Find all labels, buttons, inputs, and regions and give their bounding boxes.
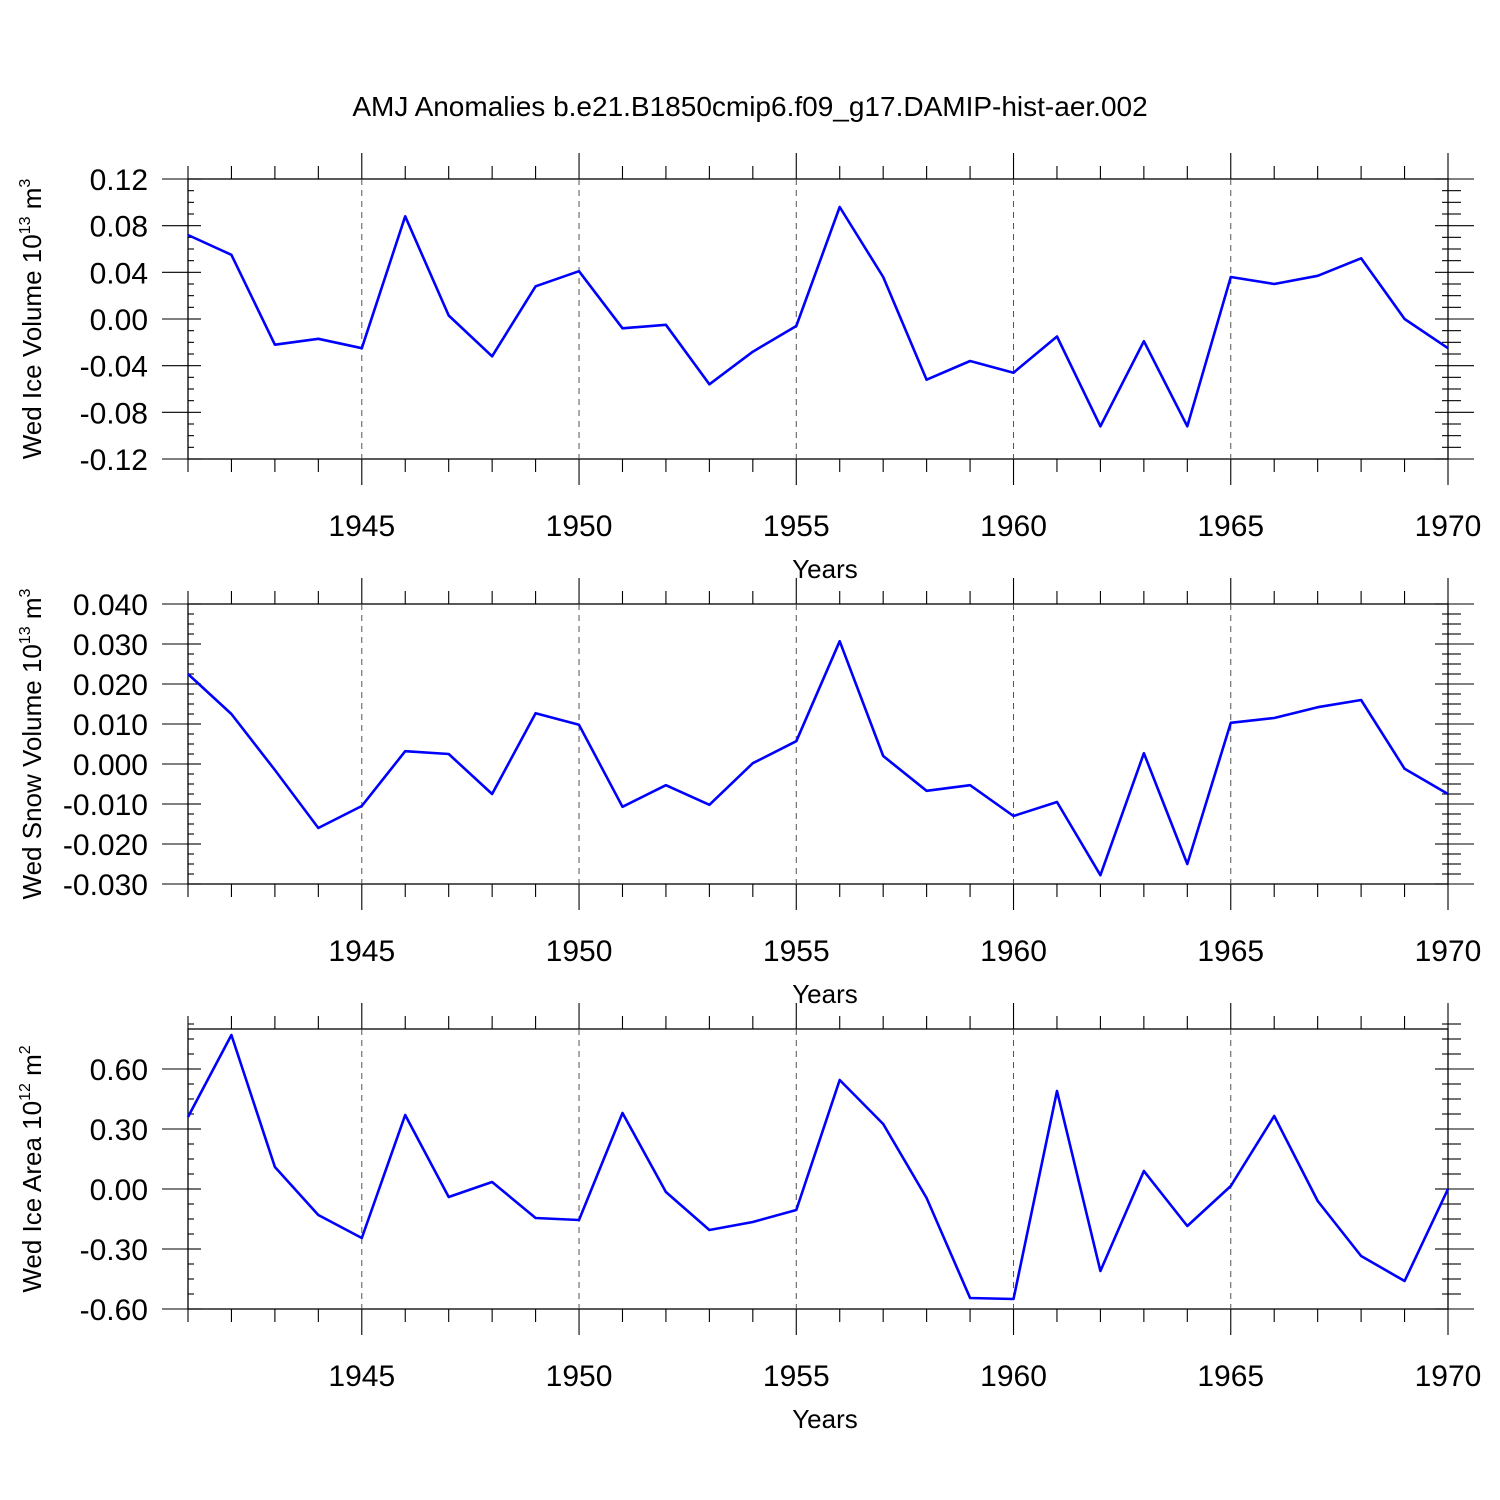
figure-title: AMJ Anomalies b.e21.B1850cmip6.f09_g17.D… xyxy=(352,91,1147,122)
y-tick-label: -0.010 xyxy=(63,789,148,822)
x-tick-label: 1970 xyxy=(1415,935,1482,968)
y-tick-label: -0.020 xyxy=(63,829,148,862)
x-tick-label: 1955 xyxy=(763,935,830,968)
x-tick-label: 1945 xyxy=(328,935,395,968)
y-tick-label: 0.30 xyxy=(90,1114,148,1147)
y-tick-label: 0.010 xyxy=(73,709,148,742)
series-line xyxy=(186,1033,1450,1301)
x-tick-label: 1945 xyxy=(328,510,395,543)
x-tick-label: 1960 xyxy=(980,510,1047,543)
y-tick-label: 0.04 xyxy=(90,257,148,290)
x-axis-label: Years xyxy=(792,1404,858,1434)
x-tick-label: 1950 xyxy=(546,935,613,968)
x-tick-label: 1950 xyxy=(546,510,613,543)
x-tick-label: 1955 xyxy=(763,1360,830,1393)
y-tick-label: 0.12 xyxy=(90,164,148,197)
x-tick-label: 1960 xyxy=(980,1360,1047,1393)
x-tick-label: 1965 xyxy=(1197,1360,1264,1393)
y-tick-label: 0.000 xyxy=(73,749,148,782)
y-tick-label: 0.020 xyxy=(73,669,148,702)
y-axis-label: Wed Snow Volume 1013 m3 xyxy=(17,588,47,899)
series-line xyxy=(187,205,1449,428)
x-tick-label: 1970 xyxy=(1415,1360,1482,1393)
plot-frame xyxy=(187,1028,1449,1310)
y-tick-label: -0.04 xyxy=(80,351,148,384)
x-tick-label: 1950 xyxy=(546,1360,613,1393)
y-tick-label: -0.12 xyxy=(80,444,148,477)
panel-snow-volume: 1945 1950 1955 1960 1965 1970 Years -0.030 -0.02… xyxy=(17,578,1481,1009)
x-tick-label: 1965 xyxy=(1197,935,1264,968)
x-tick-label: 1955 xyxy=(763,510,830,543)
y-tick-label: 0.00 xyxy=(90,1174,148,1207)
panel-ice-area: 1945 1950 1955 1960 1965 1970 Years -0.60 -0.30 0… xyxy=(17,1003,1481,1434)
y-axis-label: Wed Ice Area 1012 m2 xyxy=(17,1045,47,1292)
panel-ice-volume: 1945 1950 1955 1960 1965 1970 Years -0.12 -0.08 -… xyxy=(17,153,1481,584)
series-line xyxy=(187,639,1449,877)
y-tick-label: -0.030 xyxy=(63,869,148,902)
x-tick-label: 1960 xyxy=(980,935,1047,968)
x-axis-label: Years xyxy=(792,554,858,584)
y-tick-label: -0.60 xyxy=(80,1294,148,1327)
y-tick-label: -0.08 xyxy=(80,397,148,430)
y-axis-label: Wed Ice Volume 1013 m3 xyxy=(17,179,47,460)
y-tick-label: 0.60 xyxy=(90,1054,148,1087)
x-tick-label: 1945 xyxy=(328,1360,395,1393)
x-tick-label: 1965 xyxy=(1197,510,1264,543)
y-tick-label: 0.00 xyxy=(90,304,148,337)
y-tick-label: 0.040 xyxy=(73,589,148,622)
y-tick-label: 0.08 xyxy=(90,211,148,244)
y-tick-label: 0.030 xyxy=(73,629,148,662)
x-tick-label: 1970 xyxy=(1415,510,1482,543)
x-axis-label: Years xyxy=(792,979,858,1009)
y-tick-label: -0.30 xyxy=(80,1234,148,1267)
